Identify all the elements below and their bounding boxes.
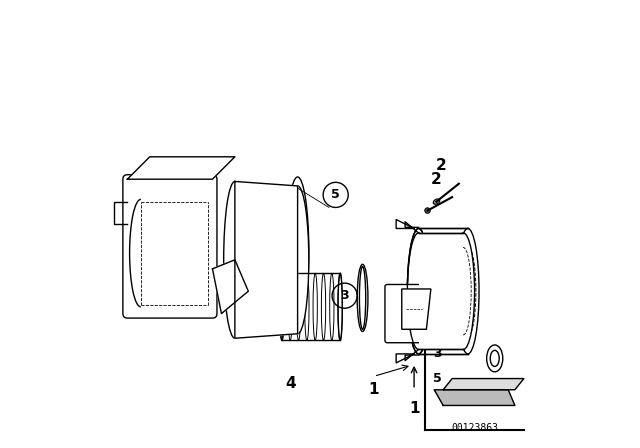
Polygon shape	[443, 379, 524, 390]
Polygon shape	[212, 260, 248, 314]
Ellipse shape	[287, 186, 309, 334]
FancyBboxPatch shape	[123, 175, 217, 318]
Ellipse shape	[433, 199, 440, 204]
Ellipse shape	[490, 350, 499, 366]
Text: 5: 5	[332, 188, 340, 202]
Text: 1: 1	[369, 382, 379, 397]
Text: 3: 3	[433, 347, 442, 361]
Text: 2: 2	[436, 158, 446, 173]
Text: 3: 3	[340, 289, 349, 302]
Text: 4: 4	[285, 375, 296, 391]
Polygon shape	[127, 157, 235, 179]
Text: 1: 1	[409, 401, 419, 416]
Text: 2: 2	[431, 172, 442, 187]
Ellipse shape	[425, 208, 430, 213]
Polygon shape	[402, 289, 431, 329]
Polygon shape	[435, 390, 515, 405]
Ellipse shape	[452, 233, 474, 349]
Ellipse shape	[456, 228, 479, 354]
Ellipse shape	[287, 177, 309, 325]
FancyBboxPatch shape	[385, 284, 421, 343]
Ellipse shape	[486, 345, 503, 372]
Ellipse shape	[408, 228, 430, 354]
Polygon shape	[235, 181, 298, 338]
Text: 5: 5	[433, 372, 442, 385]
Polygon shape	[419, 233, 463, 349]
Text: 00123863: 00123863	[451, 423, 498, 433]
